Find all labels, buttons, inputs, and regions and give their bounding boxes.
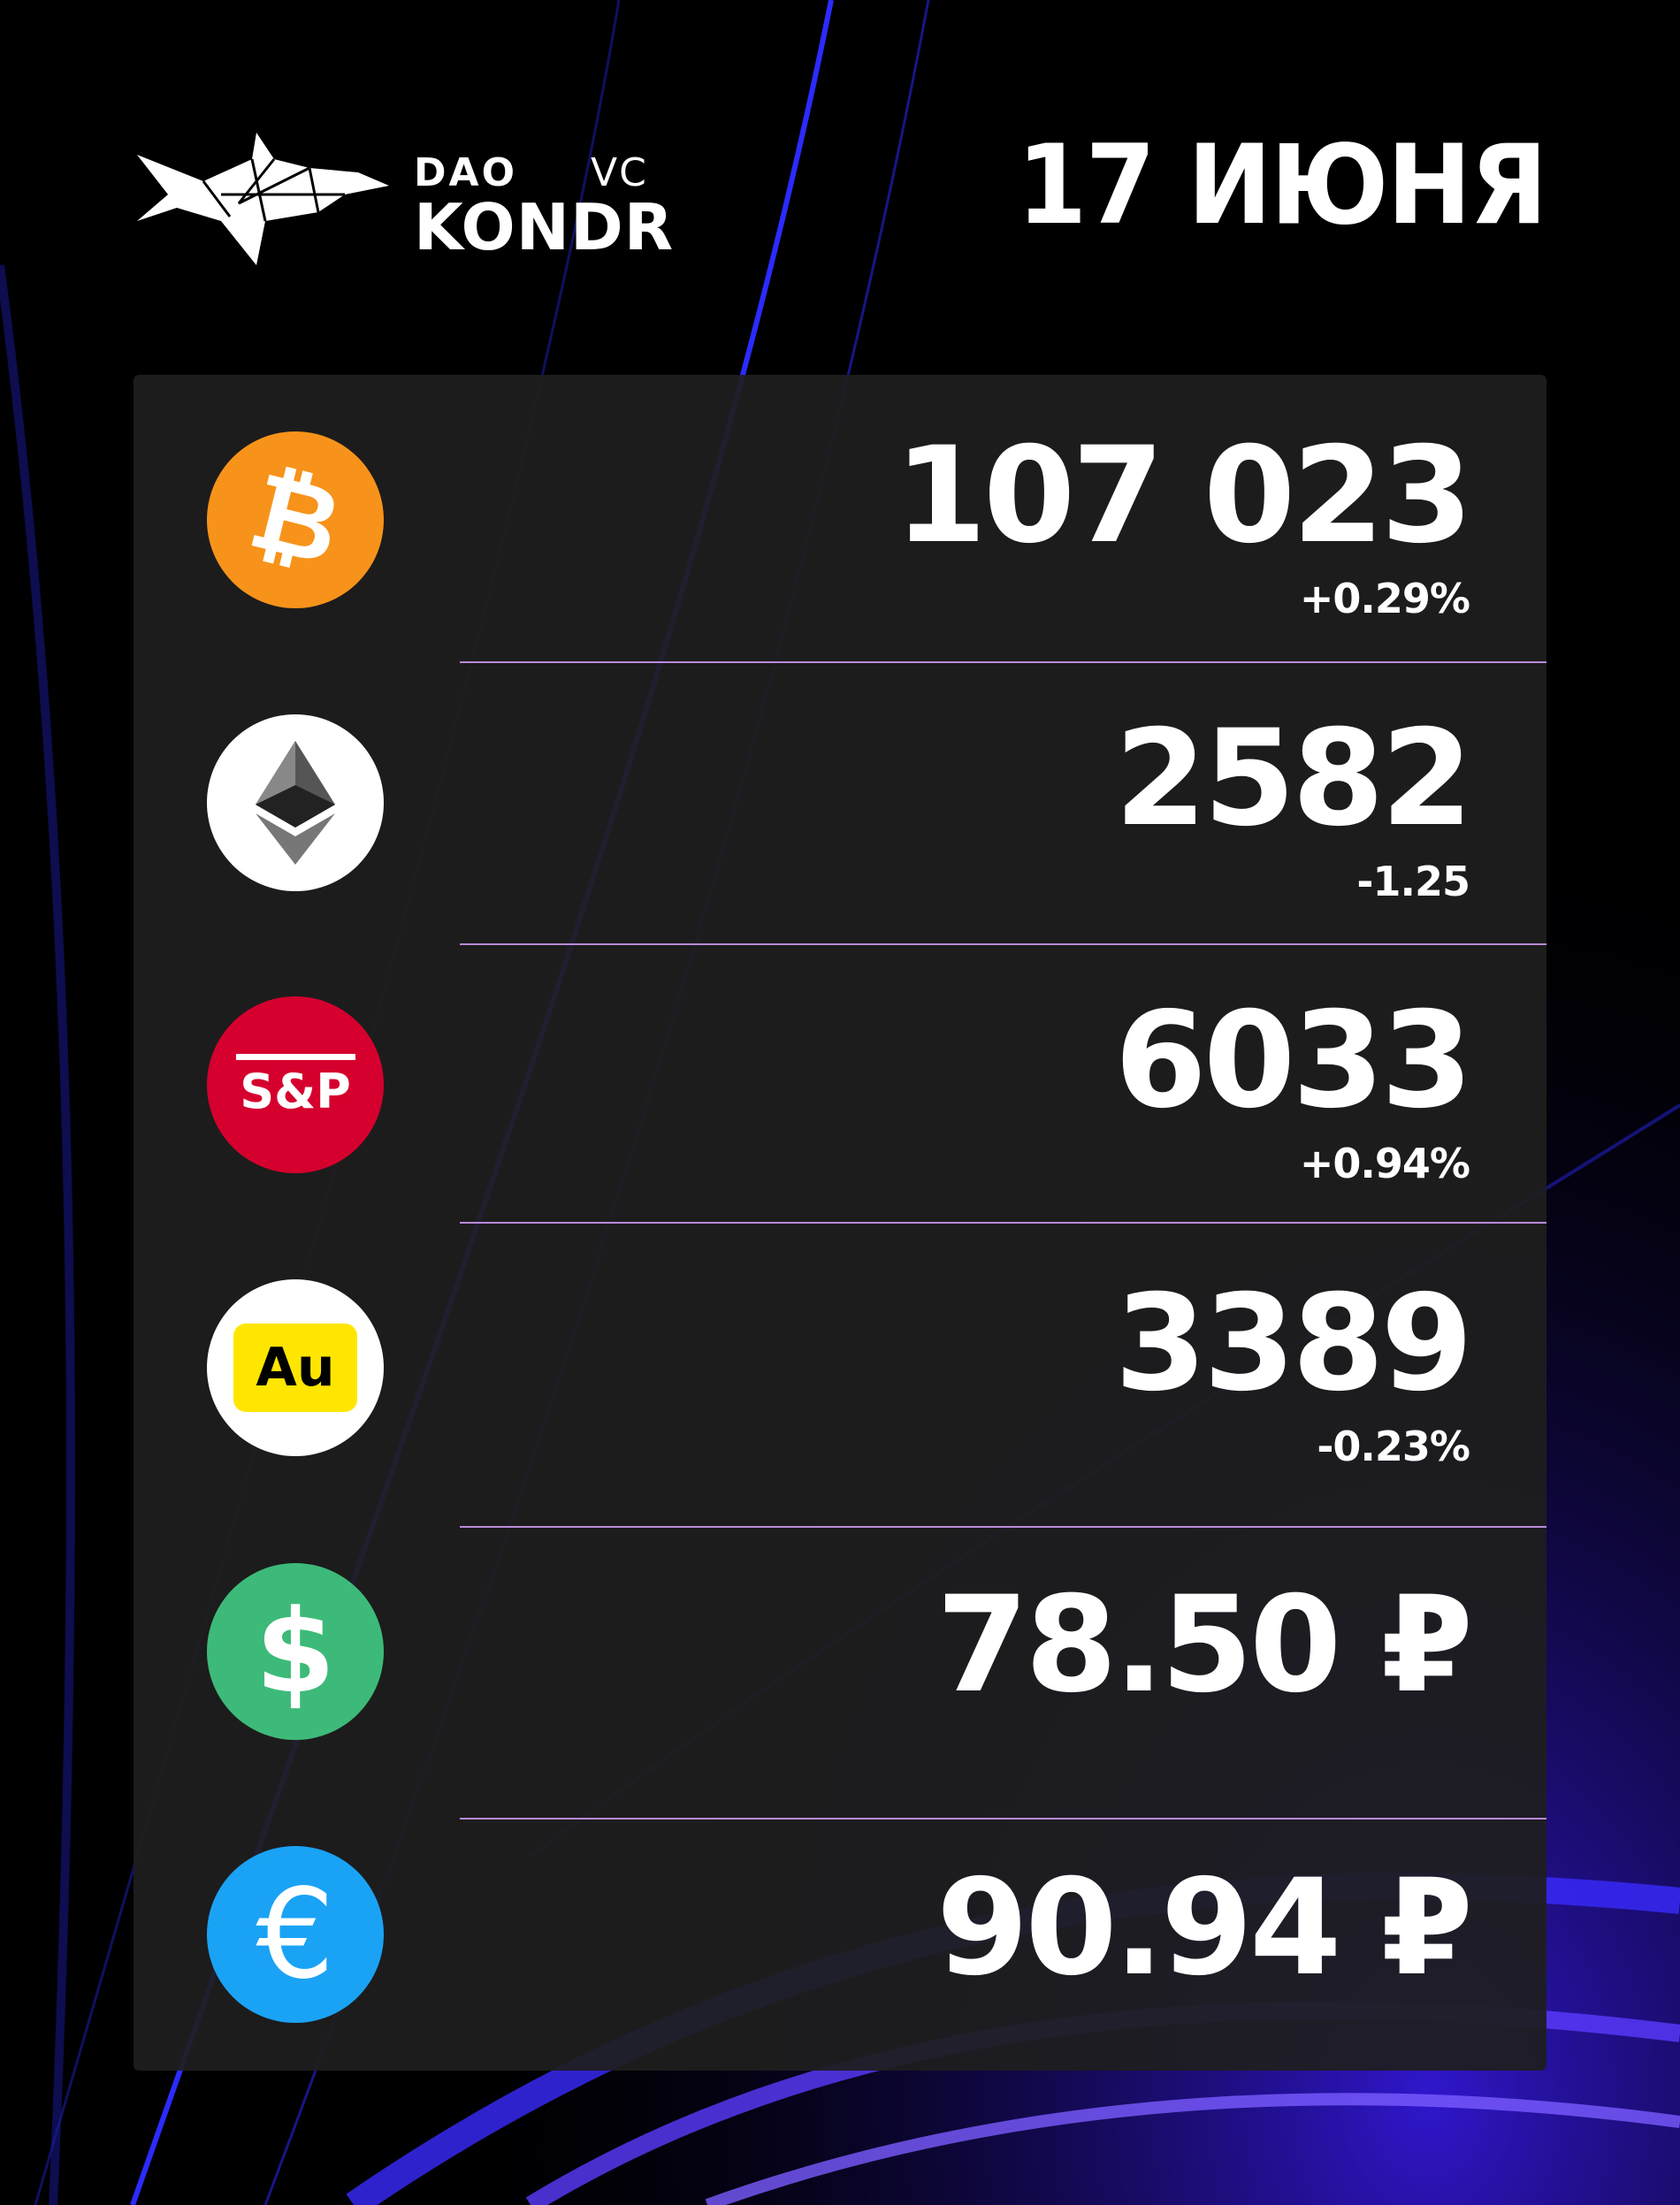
logo-kondr: KONDR [414,190,675,264]
svg-text:₿: ₿ [247,462,344,577]
logo-dao: DAO [414,150,517,195]
quote-value: 6033 [1114,984,1473,1138]
dao-kondr-logo: DAO VC KONDR [133,133,681,265]
quote-change: -0.23% [1317,1423,1470,1470]
shark-icon [137,133,389,265]
ethereum-icon [207,714,384,891]
quote-value: 2582 [1114,702,1473,856]
quote-value: 107 023 [894,419,1473,573]
logo-vc: VC [591,150,648,195]
divider [460,1526,1546,1528]
quote-value: 78.50 ₽ [935,1568,1473,1722]
euro-icon-text: € [256,1862,335,2007]
sp500-icon-text: S&P [240,1063,351,1119]
quote-change: +0.94% [1299,1140,1470,1187]
divider [460,1222,1546,1224]
dollar-icon-text: $ [255,1584,336,1719]
quote-value: 90.94 ₽ [935,1851,1473,2005]
date-title: 17 ИЮНЯ [1016,122,1547,249]
sp500-icon: S&P [207,996,384,1173]
gold-icon: Au [207,1279,384,1456]
dollar-icon: $ [207,1563,384,1740]
quote-change: +0.29% [1299,575,1470,622]
quotes-panel: ₿ 107 023 +0.29% 2582 -1.25 S&P 6033 +0.… [134,375,1546,2071]
quote-change: -1.25 [1356,858,1470,905]
bitcoin-icon: ₿ [207,431,384,608]
divider [460,943,1546,945]
euro-icon: € [207,1846,384,2023]
divider [460,661,1546,663]
divider [460,1818,1546,1820]
quote-value: 3389 [1114,1267,1473,1421]
gold-icon-text: Au [256,1337,335,1399]
